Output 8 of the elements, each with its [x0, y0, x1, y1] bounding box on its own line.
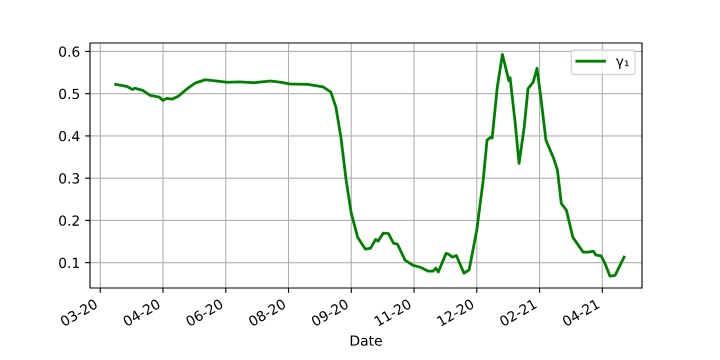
- legend-label: γ₁: [616, 58, 629, 69]
- y-tick-label: 0.3: [59, 173, 80, 184]
- y-tick-label: 0.2: [59, 215, 79, 226]
- y-tick-label: 0.6: [59, 46, 80, 57]
- y-tick-label: 0.1: [59, 258, 79, 268]
- y-tick-label: 0.4: [59, 130, 80, 142]
- x-axis-title: Date: [350, 336, 382, 346]
- y-tick-label: 0.5: [59, 88, 80, 100]
